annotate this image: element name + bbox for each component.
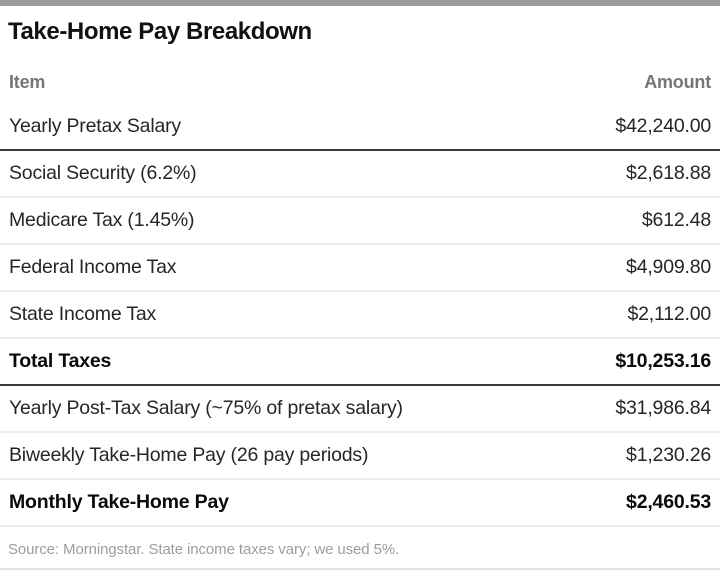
row-item-label: Yearly Pretax Salary <box>9 115 181 137</box>
row-amount-value: $2,460.53 <box>626 491 711 513</box>
row-amount-value: $42,240.00 <box>615 115 711 137</box>
column-header-amount: Amount <box>644 71 711 92</box>
row-item-label: Federal Income Tax <box>9 256 177 278</box>
top-accent-bar <box>0 0 720 6</box>
column-header-item: Item <box>9 71 46 92</box>
table-row: Yearly Post-Tax Salary (~75% of pretax s… <box>0 386 720 433</box>
row-item-label: Monthly Take-Home Pay <box>9 491 229 513</box>
row-amount-value: $2,112.00 <box>627 303 711 325</box>
row-amount-value: $10,253.16 <box>615 350 711 372</box>
row-item-label: Biweekly Take-Home Pay (26 pay periods) <box>9 444 369 466</box>
source-note: Source: Morningstar. State income taxes … <box>8 541 400 558</box>
row-amount-value: $2,618.88 <box>626 162 711 184</box>
row-item-label: State Income Tax <box>9 303 157 325</box>
row-amount-value: $612.48 <box>641 209 711 231</box>
table-row: Medicare Tax (1.45%) $612.48 <box>0 198 720 245</box>
row-amount-value: $1,230.26 <box>626 444 711 466</box>
table-row-total-taxes: Total Taxes $10,253.16 <box>0 339 720 386</box>
row-item-label: Social Security (6.2%) <box>9 162 197 184</box>
row-amount-value: $31,986.84 <box>615 397 711 419</box>
row-item-label: Yearly Post-Tax Salary (~75% of pretax s… <box>9 397 403 419</box>
table-body: Yearly Pretax Salary $42,240.00 Social S… <box>0 104 720 527</box>
row-amount-value: $4,909.80 <box>626 256 711 278</box>
page-title: Take-Home Pay Breakdown <box>8 18 312 45</box>
table-header-row: Item Amount <box>0 70 720 94</box>
table-row: Biweekly Take-Home Pay (26 pay periods) … <box>0 433 720 480</box>
row-item-label: Total Taxes <box>9 350 112 372</box>
table-row: Federal Income Tax $4,909.80 <box>0 245 720 292</box>
table-row: Yearly Pretax Salary $42,240.00 <box>0 104 720 151</box>
table-row: Social Security (6.2%) $2,618.88 <box>0 151 720 198</box>
bottom-rule <box>0 568 720 570</box>
table-row-monthly-take-home: Monthly Take-Home Pay $2,460.53 <box>0 480 720 527</box>
table-row: State Income Tax $2,112.00 <box>0 292 720 339</box>
row-item-label: Medicare Tax (1.45%) <box>9 209 195 231</box>
